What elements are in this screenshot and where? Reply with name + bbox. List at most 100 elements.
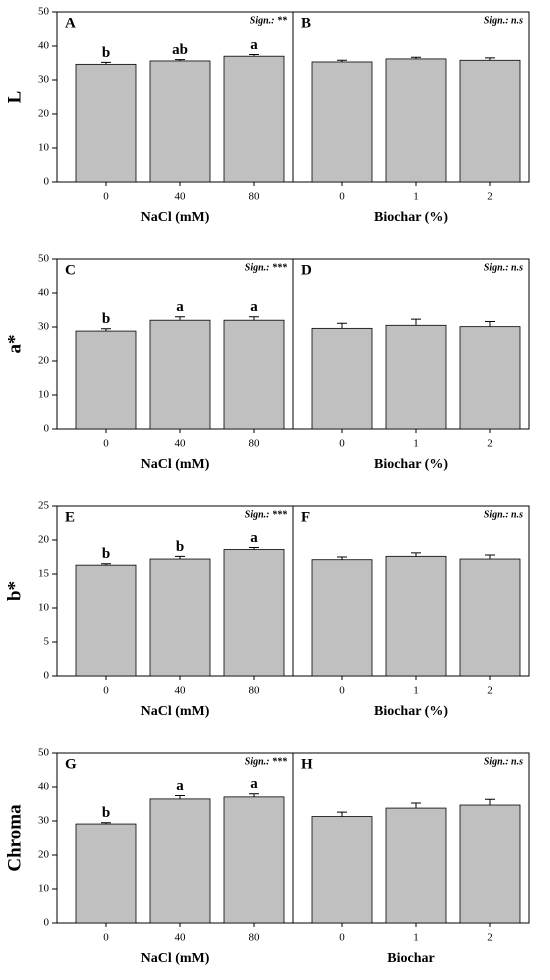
bar <box>149 60 211 183</box>
y-tick-label: 20 <box>38 849 50 861</box>
significance: Sign.: *** <box>245 262 288 273</box>
panel-letter: A <box>65 15 76 31</box>
x-tick-label: 40 <box>175 932 187 944</box>
bar <box>223 55 285 183</box>
y-tick-label: 30 <box>38 321 50 333</box>
y-tick-label: 10 <box>38 142 50 154</box>
error-bar <box>337 811 347 817</box>
y-axis-label: a* <box>4 335 25 354</box>
panel-letter: G <box>65 756 77 772</box>
x-tick-label: 40 <box>175 685 187 697</box>
x-tick-label: 0 <box>103 191 109 203</box>
x-axis-label: Biochar (%) <box>374 210 448 225</box>
x-tick-label: 2 <box>487 932 493 944</box>
error-bar <box>175 795 185 799</box>
x-axis-label: NaCl (mM) <box>141 210 210 225</box>
x-axis-label: NaCl (mM) <box>141 704 210 719</box>
error-bar <box>337 322 347 329</box>
x-tick-label: 40 <box>175 438 187 450</box>
error-bar <box>249 546 259 550</box>
y-axis-label: b* <box>4 581 25 601</box>
y-tick-label: 20 <box>38 108 50 120</box>
significance-letter: a <box>250 530 258 546</box>
x-tick-label: 0 <box>103 438 109 450</box>
significance-letter: b <box>176 539 184 555</box>
y-tick-label: 40 <box>38 40 50 52</box>
significance: Sign.: *** <box>245 756 288 767</box>
y-tick-label: 15 <box>38 568 50 580</box>
bar <box>75 330 137 430</box>
x-tick-label: 80 <box>249 932 261 944</box>
x-tick-label: 1 <box>413 438 419 450</box>
error-bar <box>485 57 495 61</box>
bar <box>223 796 285 924</box>
x-tick-label: 2 <box>487 685 493 697</box>
x-axis-label: NaCl (mM) <box>141 951 210 966</box>
y-tick-label: 25 <box>38 500 50 512</box>
significance-letter: b <box>102 546 110 562</box>
significance-letter: a <box>250 299 258 315</box>
y-axis-label: L <box>4 91 25 104</box>
bar <box>385 807 447 924</box>
bar <box>311 61 373 183</box>
bar <box>75 564 137 677</box>
panel-letter: F <box>301 509 310 525</box>
panel-letter: H <box>301 756 313 772</box>
significance: Sign.: ** <box>250 15 288 26</box>
significance: Sign.: n.s <box>484 15 523 26</box>
error-bar <box>485 798 495 806</box>
error-bar <box>175 316 185 321</box>
x-tick-label: 0 <box>339 685 345 697</box>
x-tick-label: 0 <box>339 438 345 450</box>
y-tick-label: 50 <box>38 747 50 759</box>
error-bar <box>101 61 111 65</box>
error-bar <box>249 793 259 797</box>
error-bar <box>101 822 111 825</box>
error-bar <box>101 328 111 332</box>
error-bar <box>175 59 185 61</box>
error-bar <box>485 554 495 560</box>
error-bar <box>411 802 421 809</box>
x-tick-label: 0 <box>103 932 109 944</box>
panel-letter: B <box>301 15 311 31</box>
y-tick-label: 40 <box>38 287 50 299</box>
y-tick-label: 0 <box>44 670 50 682</box>
error-bar <box>411 56 421 59</box>
bar <box>385 324 447 430</box>
y-tick-label: 20 <box>38 534 50 546</box>
panel-letter: E <box>65 509 75 525</box>
x-tick-label: 0 <box>339 932 345 944</box>
bar <box>459 326 521 430</box>
y-tick-label: 30 <box>38 74 50 86</box>
x-tick-label: 80 <box>249 191 261 203</box>
bar <box>385 555 447 677</box>
panel-letter: D <box>301 262 312 278</box>
error-bar <box>175 555 185 560</box>
error-bar <box>337 556 347 560</box>
y-tick-label: 50 <box>38 253 50 265</box>
y-tick-label: 0 <box>44 917 50 929</box>
x-axis-label: NaCl (mM) <box>141 457 210 472</box>
y-tick-label: 10 <box>38 389 50 401</box>
x-tick-label: 80 <box>249 438 261 450</box>
significance-letter: a <box>250 37 258 53</box>
y-tick-label: 0 <box>44 423 50 435</box>
x-axis-label: Biochar (%) <box>374 457 448 472</box>
y-tick-label: 10 <box>38 602 50 614</box>
x-tick-label: 1 <box>413 191 419 203</box>
error-bar <box>249 316 259 321</box>
significance-letter: b <box>102 805 110 821</box>
error-bar <box>411 552 421 557</box>
x-tick-label: 40 <box>175 191 187 203</box>
bar <box>149 798 211 924</box>
y-axis-label: Chroma <box>4 804 25 872</box>
bar <box>311 816 373 924</box>
error-bar <box>101 563 111 566</box>
x-tick-label: 0 <box>339 191 345 203</box>
significance-letter: b <box>102 45 110 61</box>
x-tick-label: 2 <box>487 191 493 203</box>
y-tick-label: 50 <box>38 6 50 18</box>
significance-letter: a <box>176 299 184 315</box>
x-tick-label: 1 <box>413 685 419 697</box>
